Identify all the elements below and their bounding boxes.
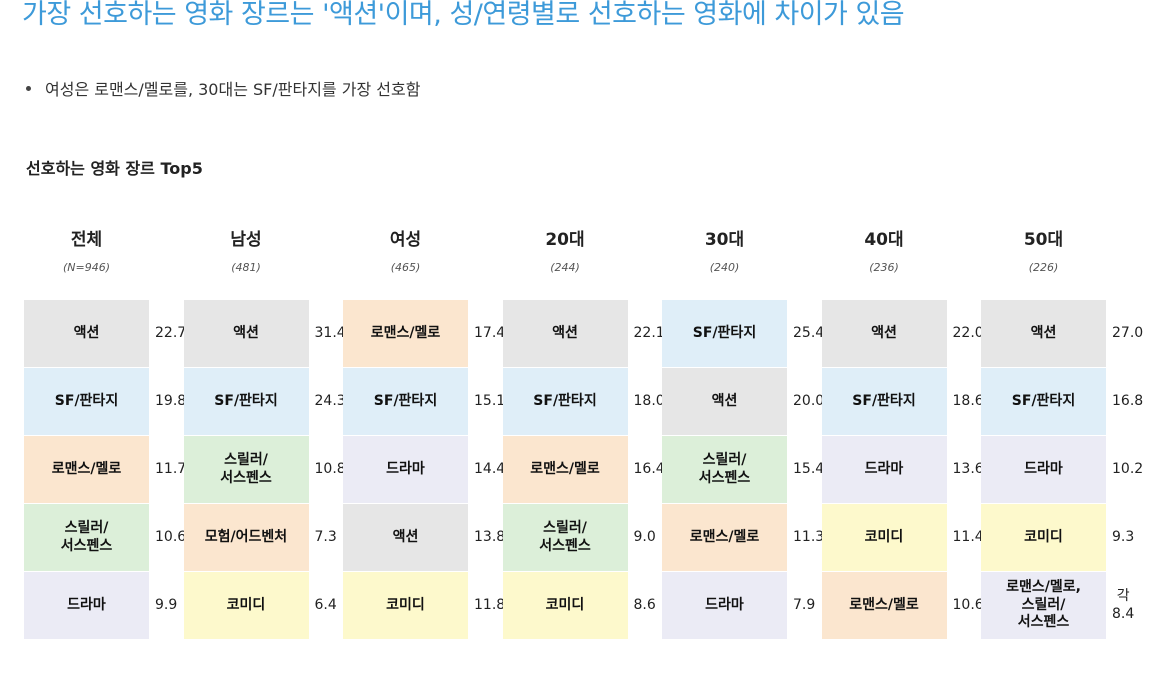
genre-value: 9.9	[155, 596, 178, 613]
genre-cell: SF/판타지	[502, 368, 628, 435]
genre-value: 11.8	[474, 596, 506, 613]
genre-cell: 드라마	[821, 436, 947, 503]
genre-cell: 코미디	[343, 572, 468, 639]
genre-value: 13.8	[474, 528, 506, 545]
genre-cell: 로맨스/멜로, 스릴러/ 서스펜스	[981, 572, 1106, 639]
genre-value: 6.4	[314, 596, 337, 613]
genre-value: 7.9	[793, 596, 816, 613]
genre-cell: SF/판타지	[981, 368, 1106, 435]
genre-value: 15.4	[793, 460, 825, 477]
genre-cell: 스릴러/ 서스펜스	[24, 504, 149, 571]
genre-value: 16.4	[633, 460, 665, 477]
genre-value: 9.0	[633, 528, 656, 545]
genre-value: 22.7	[155, 324, 187, 341]
group-header: 20대	[545, 230, 585, 250]
genre-value: 8.6	[633, 596, 656, 613]
genre-cell: SF/판타지	[24, 368, 149, 435]
genre-value: 각 8.4	[1112, 588, 1135, 622]
group-sample-size: (465)	[390, 261, 421, 274]
group-sample-size: (481)	[231, 261, 261, 274]
genre-cell: SF/판타지	[821, 368, 947, 435]
genre-value: 27.0	[1112, 324, 1144, 341]
group-sample-size: (236)	[869, 261, 899, 274]
group-sample-size: (244)	[550, 261, 580, 274]
genre-cell: 드라마	[981, 436, 1106, 503]
group-sample-size: (226)	[1028, 261, 1059, 274]
genre-cell: 드라마	[343, 436, 468, 503]
genre-cell: 액션	[502, 300, 628, 367]
genre-cell: 로맨스/멜로	[24, 436, 149, 503]
genre-value: 22.1	[633, 324, 665, 341]
genre-value: 20.0	[793, 392, 825, 409]
genre-cell: 스릴러/ 서스펜스	[502, 504, 628, 571]
genre-value: 9.3	[1112, 528, 1135, 545]
genre-cell: SF/판타지	[662, 300, 787, 367]
group-header: 50대	[1023, 230, 1064, 250]
genre-value: 11.4	[952, 528, 984, 545]
bullet-note: 여성은 로맨스/멜로를, 30대는 SF/판타지를 가장 선호함	[26, 76, 420, 100]
chart-subtitle: 선호하는 영화 장르 Top5	[26, 159, 203, 178]
group-header: 여성	[389, 230, 422, 250]
genre-cell: 액션	[662, 368, 787, 435]
genre-cell: 액션	[821, 300, 947, 367]
group-header: 전체	[70, 230, 103, 250]
group-header: 남성	[230, 230, 262, 250]
genre-value: 18.0	[633, 392, 665, 409]
genre-value: 10.8	[314, 460, 346, 477]
genre-value: 18.6	[952, 392, 984, 409]
genre-cell: 로맨스/멜로	[343, 300, 468, 367]
genre-cell: 드라마	[24, 572, 149, 639]
genre-cell: 로맨스/멜로	[662, 504, 787, 571]
genre-cell: 스릴러/ 서스펜스	[183, 436, 309, 503]
genre-value: 19.8	[155, 392, 187, 409]
genre-value: 17.4	[474, 324, 506, 341]
genre-value: 24.3	[314, 392, 346, 409]
group-header: 30대	[704, 230, 745, 250]
genre-value: 22.0	[952, 324, 984, 341]
genre-cell: 액션	[24, 300, 149, 367]
genre-cell: 로맨스/멜로	[502, 436, 628, 503]
genre-value: 14.4	[474, 460, 506, 477]
genre-cell: 코미디	[981, 504, 1106, 571]
genre-value: 11.3	[793, 528, 825, 545]
bullet-dot-icon	[26, 85, 31, 91]
genre-value: 13.6	[952, 460, 984, 477]
genre-cell: 코미디	[502, 572, 628, 639]
genre-value: 7.3	[314, 528, 337, 545]
genre-value: 16.8	[1112, 392, 1144, 409]
genre-value: 11.7	[155, 460, 187, 477]
genre-cell: 액션	[981, 300, 1106, 367]
page-title: 가장 선호하는 영화 장르는 '액션'이며, 성/연령별로 선호하는 영화에 차…	[22, 0, 905, 30]
genre-value: 15.1	[474, 392, 506, 409]
genre-cell: 코미디	[183, 572, 309, 639]
genre-cell: 코미디	[821, 504, 947, 571]
genre-cell: SF/판타지	[343, 368, 468, 435]
genre-value: 10.6	[155, 528, 187, 545]
bullet-text: 여성은 로맨스/멜로를, 30대는 SF/판타지를 가장 선호함	[45, 80, 421, 99]
group-sample-size: (240)	[709, 261, 740, 274]
genre-value: 25.4	[793, 324, 825, 341]
genre-cell: 스릴러/ 서스펜스	[662, 436, 787, 503]
group-sample-size: (N=946)	[62, 261, 111, 274]
genre-value: 31.4	[314, 324, 346, 341]
genre-cell: 액션	[343, 504, 468, 571]
genre-cell: SF/판타지	[183, 368, 309, 435]
genre-cell: 로맨스/멜로	[821, 572, 947, 639]
genre-cell: 액션	[183, 300, 309, 367]
group-header: 40대	[864, 230, 904, 250]
genre-cell: 모험/어드벤처	[183, 504, 309, 571]
genre-value: 10.2	[1112, 460, 1144, 477]
genre-value: 10.6	[952, 596, 984, 613]
genre-cell: 드라마	[662, 572, 787, 639]
